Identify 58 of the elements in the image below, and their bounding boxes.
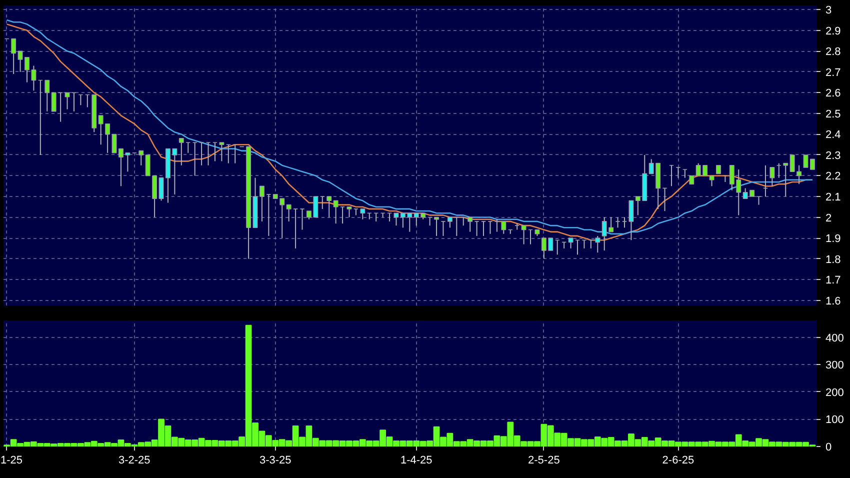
- candlestick: [628, 200, 634, 241]
- candlestick: [447, 216, 452, 228]
- y-tick-label: 2.9: [826, 25, 841, 38]
- y-tick-label: 0: [826, 442, 832, 454]
- candlestick: [810, 158, 815, 170]
- candlestick: [31, 65, 36, 92]
- candlestick: [51, 92, 56, 112]
- y-tick-label: 1.6: [826, 295, 841, 308]
- candlestick: [11, 38, 16, 75]
- candlestick: [178, 138, 184, 166]
- candlestick: [501, 220, 506, 234]
- y-tick-label: 200: [826, 386, 844, 399]
- y-tick-label: 1.7: [826, 274, 841, 287]
- candlestick: [521, 225, 526, 245]
- candlestick: [333, 200, 338, 224]
- candlestick: [259, 186, 264, 222]
- x-tick-label: 2-5-25: [528, 454, 560, 466]
- candlestick: [346, 206, 352, 218]
- candlestick: [326, 196, 332, 218]
- candlestick: [158, 177, 164, 202]
- candlestick: [770, 166, 775, 187]
- candlestick: [468, 216, 473, 232]
- y-tick-label: 2.7: [826, 66, 841, 79]
- candlestick: [394, 212, 399, 226]
- x-tick-label: 3-3-25: [259, 454, 292, 466]
- x-tick-label: 3-2-25: [118, 454, 150, 466]
- candlestick: [709, 175, 714, 187]
- candlestick: [790, 154, 795, 172]
- y-tick-label: 2.1: [826, 192, 841, 204]
- y-tick-label: 1.8: [826, 254, 841, 266]
- x-tick-label: 1-25: [0, 454, 23, 466]
- candlestick: [783, 162, 788, 198]
- candlestick: [568, 238, 574, 249]
- y-tick-label: 1.9: [826, 233, 841, 246]
- x-tick-label: 2-6-25: [662, 454, 694, 466]
- candlestick: [595, 235, 600, 254]
- y-tick-label: 3: [826, 4, 832, 17]
- y-tick-label: 2.4: [826, 129, 841, 142]
- y-tick-label: 300: [826, 360, 844, 372]
- candlestick: [219, 142, 224, 162]
- y-tick-label: 2.8: [826, 46, 841, 58]
- y-tick-label: 2.6: [826, 88, 841, 100]
- y-tick-label: 2: [826, 212, 832, 224]
- y-tick-label: 2.5: [826, 108, 841, 120]
- candlestick: [796, 164, 802, 185]
- candlestick: [803, 154, 808, 168]
- y-tick-label: 2.2: [826, 170, 841, 183]
- candlestick: [138, 150, 144, 166]
- candlestick: [44, 80, 50, 112]
- candlestick: [64, 92, 70, 110]
- x-tick-label: 1-4-25: [400, 454, 432, 466]
- candlestick: [360, 208, 366, 220]
- candlestick: [280, 198, 285, 239]
- y-tick-label: 400: [826, 332, 844, 344]
- y-tick-label: 2.3: [826, 150, 841, 162]
- candlestick: [434, 216, 439, 236]
- y-tick-label: 100: [826, 414, 844, 426]
- candlestick: [286, 204, 292, 222]
